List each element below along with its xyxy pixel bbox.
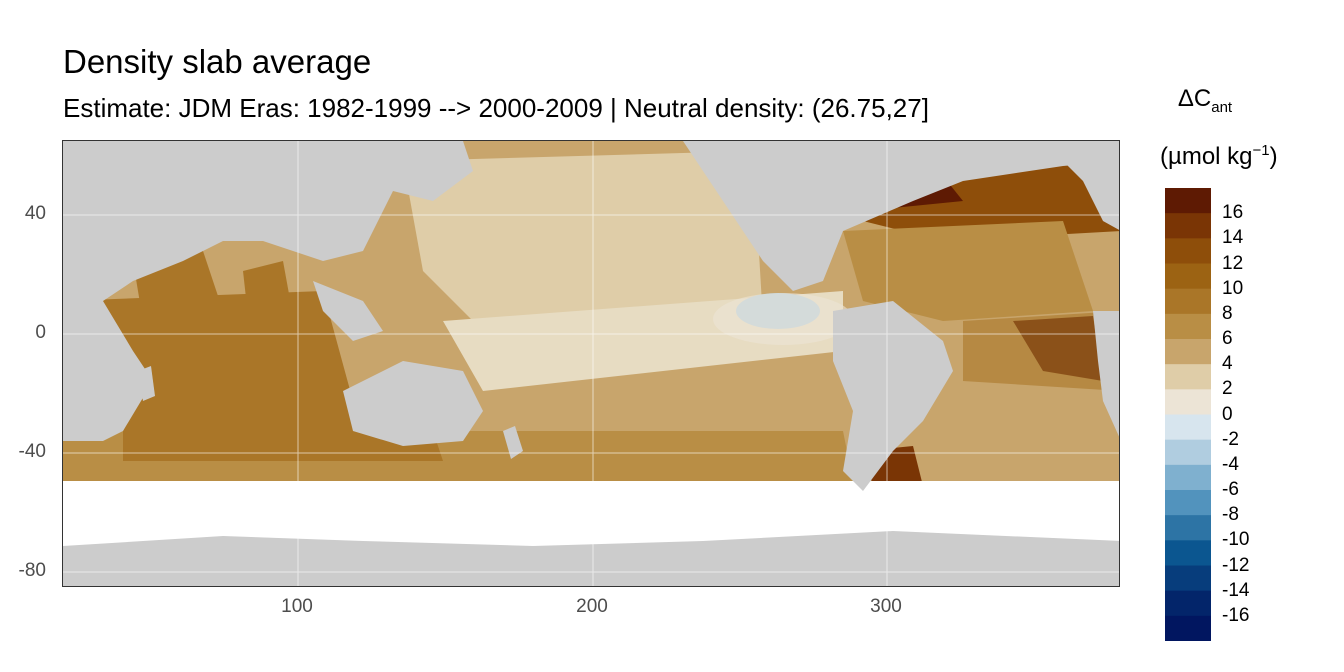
eastern-pacific-slight bbox=[713, 293, 853, 345]
x-tick-label: 100 bbox=[281, 596, 313, 617]
map-panel bbox=[62, 140, 1120, 587]
legend-units: (µmol kg−1) bbox=[1160, 136, 1278, 172]
land-madagascar bbox=[138, 366, 155, 401]
legend-units-sup: −1 bbox=[1252, 142, 1270, 159]
land-africa bbox=[63, 301, 153, 441]
colorbar-swatch bbox=[1165, 238, 1211, 264]
colorbar-label: 16 bbox=[1222, 202, 1244, 224]
colorbar-label: -2 bbox=[1222, 428, 1239, 450]
colorbar-label: -10 bbox=[1222, 529, 1250, 551]
y-tick-label: -80 bbox=[18, 560, 46, 581]
colorbar-label: 8 bbox=[1222, 302, 1233, 324]
y-tick-label: -40 bbox=[18, 441, 46, 462]
colorbar-swatch bbox=[1165, 263, 1211, 290]
north-atlantic-dark bbox=[853, 161, 1119, 241]
colorbar-label: -8 bbox=[1222, 504, 1239, 526]
colorbar-label: 10 bbox=[1222, 277, 1244, 299]
land-new-zealand bbox=[503, 426, 523, 459]
colorbar-label: 14 bbox=[1222, 227, 1244, 249]
colorbar-label: 4 bbox=[1222, 353, 1233, 375]
colorbar-label: 2 bbox=[1222, 378, 1233, 400]
colorbar-swatch bbox=[1165, 540, 1211, 566]
colorbar-swatch bbox=[1165, 389, 1211, 415]
y-tick-label: 40 bbox=[24, 203, 46, 224]
colorbar-label: -12 bbox=[1222, 554, 1250, 576]
land-australia bbox=[343, 361, 483, 446]
x-tick-label: 200 bbox=[576, 596, 608, 617]
north-atlantic-mid bbox=[843, 221, 1093, 321]
chart-title: Density slab average bbox=[63, 43, 372, 80]
colorbar-swatch bbox=[1165, 439, 1211, 466]
colorbar-swatch bbox=[1165, 515, 1211, 541]
colorbar-swatch bbox=[1165, 288, 1211, 315]
y-tick-label: 0 bbox=[35, 322, 46, 343]
legend-title: ΔCant bbox=[1160, 84, 1250, 123]
colorbar bbox=[1165, 188, 1211, 641]
colorbar-swatch bbox=[1165, 188, 1211, 214]
colorbar-swatch bbox=[1165, 464, 1211, 491]
colorbar-label: 12 bbox=[1222, 252, 1244, 274]
colorbar-swatch bbox=[1165, 615, 1211, 641]
legend-title-main: ΔC bbox=[1177, 85, 1212, 112]
colorbar-swatch bbox=[1165, 213, 1211, 239]
colorbar-swatch bbox=[1165, 565, 1211, 592]
land-eurasia bbox=[63, 141, 473, 301]
colorbar-swatch bbox=[1165, 364, 1211, 390]
colorbar-swatch bbox=[1165, 414, 1211, 441]
colorbar-label: 6 bbox=[1222, 328, 1233, 349]
colorbar-label: -6 bbox=[1222, 479, 1239, 500]
map-svg bbox=[63, 141, 1119, 586]
north-pacific-light bbox=[403, 151, 763, 331]
land-south-america bbox=[833, 301, 953, 491]
legend-title-sub: ant bbox=[1211, 98, 1233, 116]
colorbar-label: 0 bbox=[1222, 403, 1233, 425]
land-se-asia bbox=[313, 281, 383, 341]
colorbar-swatch bbox=[1165, 590, 1211, 617]
x-tick-label: 300 bbox=[870, 596, 902, 617]
land-europe-top bbox=[1043, 141, 1119, 230]
colorbar-label: -14 bbox=[1222, 579, 1250, 601]
colorbar-swatch bbox=[1165, 339, 1211, 365]
land-north-america bbox=[683, 141, 1119, 291]
bay-of-bengal bbox=[243, 261, 293, 316]
legend-units-pre: (µmol kg bbox=[1160, 143, 1253, 170]
legend-units-post: ) bbox=[1269, 143, 1278, 170]
colorbar-label: -16 bbox=[1222, 604, 1250, 626]
colorbar-swatch bbox=[1165, 490, 1211, 516]
chart-subtitle: Estimate: JDM Eras: 1982-1999 --> 2000-2… bbox=[63, 93, 929, 123]
grid-lines bbox=[63, 141, 1119, 586]
colorbar-swatch bbox=[1165, 313, 1211, 340]
land-masses bbox=[63, 141, 1119, 491]
land-west-africa bbox=[1093, 311, 1119, 437]
tropical-atlantic-mid bbox=[963, 311, 1119, 391]
colorbar-label: -4 bbox=[1222, 453, 1239, 475]
